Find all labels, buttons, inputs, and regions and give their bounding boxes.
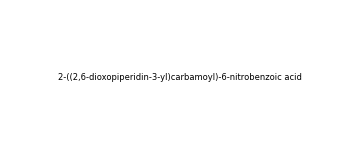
Text: 2-((2,6-dioxopiperidin-3-yl)carbamoyl)-6-nitrobenzoic acid: 2-((2,6-dioxopiperidin-3-yl)carbamoyl)-6… [57,73,302,82]
